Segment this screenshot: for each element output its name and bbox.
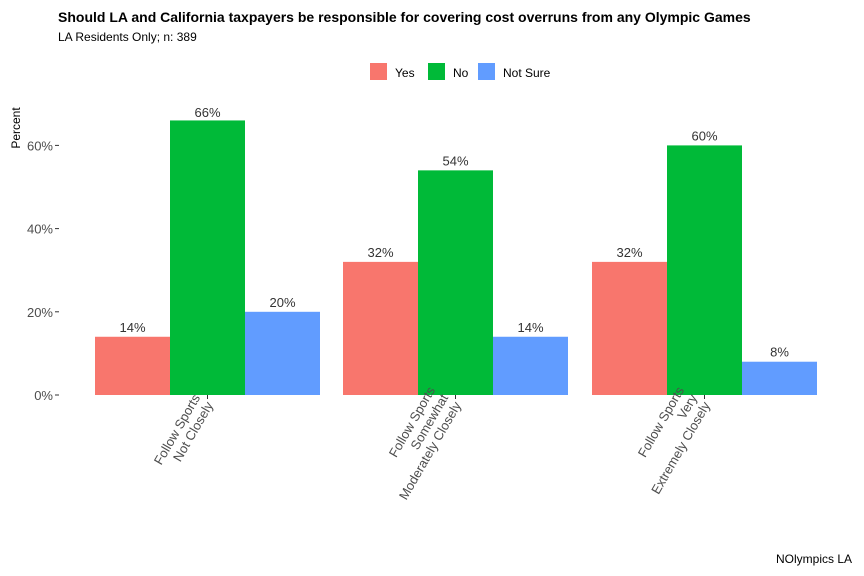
chart-caption: NOlympics LA [775,552,852,566]
bar-yes [95,336,170,395]
y-tick-label: 0% [34,388,53,403]
legend-swatch-no [428,63,445,80]
legend-label-yes: Yes [395,66,415,80]
bar-no [667,145,742,395]
data-label: 32% [367,245,393,260]
bar-not-sure [742,361,817,395]
y-tick-label: 60% [27,138,53,153]
data-label: 60% [691,128,717,143]
legend-swatch-yes [370,63,387,80]
y-axis-title: Percent [9,107,23,149]
legend: Yes No Not Sure [370,63,551,80]
data-label: 14% [119,320,145,335]
data-label: 8% [770,345,789,360]
legend-label-not-sure: Not Sure [503,66,551,80]
data-label: 14% [517,320,543,335]
y-tick-label: 40% [27,222,53,237]
data-label: 54% [442,153,468,168]
data-label: 66% [194,105,220,120]
data-label: 32% [616,245,642,260]
bar-not-sure [493,336,568,395]
legend-label-no: No [453,66,469,80]
data-labels: 14% 32% 32% 66% 54% 60% 20% 14% 8% [119,105,789,360]
chart-subtitle: LA Residents Only; n: 389 [58,30,197,44]
bar-yes [592,261,667,395]
bars [95,120,817,395]
y-tick-label: 20% [27,305,53,320]
bar-no [418,170,493,395]
bar-no [170,120,245,395]
bar-not-sure [245,311,320,395]
y-axis: 0% 20% 40% 60% [27,138,59,403]
chart-title: Should LA and California taxpayers be re… [58,9,751,25]
bar-yes [343,261,418,395]
data-label: 20% [269,295,295,310]
legend-swatch-not-sure [478,63,495,80]
